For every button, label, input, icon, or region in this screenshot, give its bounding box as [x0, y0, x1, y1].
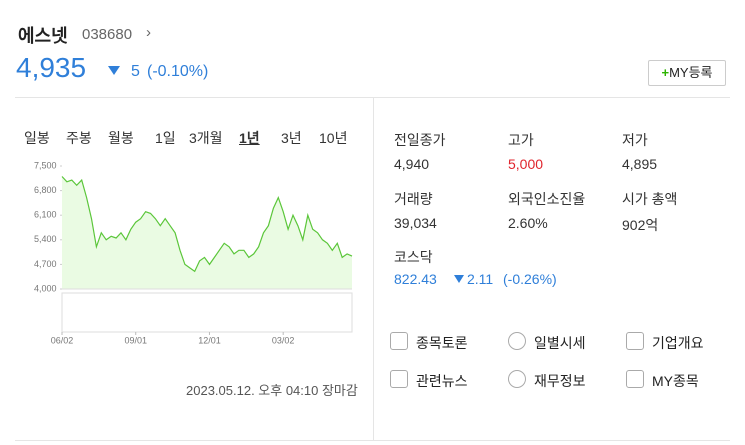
x-tick-label: 06/02 [51, 335, 74, 345]
y-tick-label: 6,100 [34, 210, 57, 220]
price-area [62, 176, 352, 289]
link[interactable]: 기업개요 [652, 335, 704, 351]
link[interactable]: MY종목 [652, 373, 699, 389]
tab[interactable]: 일봉 [24, 130, 50, 146]
down-triangle [108, 66, 120, 75]
stat-value: 4,940 [394, 156, 430, 172]
chart: 7,500 6,800 6,100 5,400 4,700 4,000 06/02 09/01… [34, 160, 353, 345]
y-tick-label: 7,500 [34, 160, 57, 170]
stat: 외국인소진율 2.60% [508, 189, 585, 231]
tab[interactable]: 주봉 [66, 130, 92, 146]
stat: 전일종가 4,940 [394, 130, 446, 172]
link-icon[interactable] [626, 332, 644, 350]
link[interactable]: 일별시세 [534, 335, 586, 351]
link-icon[interactable] [508, 370, 526, 388]
y-tick-label: 5,400 [34, 234, 57, 244]
index-rate: (-0.26%) [503, 271, 557, 287]
y-tick-label: 6,800 [34, 185, 57, 195]
index-value: 822.43 [394, 271, 437, 287]
y-tick-label: 4,000 [34, 283, 57, 293]
index-change: 2.11 [467, 271, 494, 287]
stat-label: 고가 [508, 132, 534, 148]
divider [373, 98, 374, 440]
divider [15, 97, 730, 98]
stat-label: 전일종가 [394, 132, 446, 148]
stat-value: 39,034 [394, 215, 437, 231]
divider [15, 440, 730, 441]
stat-label: 거래량 [394, 191, 433, 207]
stat-value: 902억 [622, 217, 659, 233]
my-button[interactable]: +MY등록 [648, 60, 726, 86]
x-tick-label: 09/01 [124, 335, 147, 345]
stat-value: 5,000 [508, 156, 544, 172]
link-icon[interactable] [390, 370, 408, 388]
stat-value: 2.60% [508, 215, 548, 231]
tab[interactable]: 3개월 [189, 130, 223, 146]
stat: 시가 총액 902억 [622, 189, 677, 235]
x-tick-label: 12/01 [198, 335, 221, 345]
stock-name[interactable]: 에스넷 [18, 26, 68, 46]
stat: 거래량 39,034 [394, 189, 437, 231]
my-button-text[interactable]: MY등록 [669, 65, 713, 80]
arrow: › [146, 24, 151, 41]
x-tick-label: 03/02 [272, 335, 295, 345]
index-name: 코스닥 [394, 249, 433, 265]
price-rate: (-0.10%) [147, 63, 209, 80]
stat-label: 시가 총액 [622, 191, 678, 207]
tab[interactable]: 10년 [319, 130, 348, 146]
link-icon[interactable] [626, 370, 644, 388]
tab[interactable]: 1일 [155, 130, 176, 146]
volume-frame [61, 292, 353, 333]
price: 4,935 [16, 52, 87, 83]
tab[interactable]: 3년 [281, 130, 302, 146]
timestamp: 2023.05.12. 오후 04:10 장마감 [186, 383, 358, 398]
tab[interactable]: 1년 [239, 130, 260, 146]
down-triangle [454, 275, 464, 283]
link-icon[interactable] [508, 332, 526, 350]
stat: 저가 4,895 [622, 130, 657, 172]
price-change: 5 [131, 63, 140, 80]
stat-label: 외국인소진율 [508, 191, 586, 207]
stat: 고가 5,000 [508, 130, 543, 172]
stat-value: 4,895 [622, 156, 658, 172]
stock-code[interactable]: 038680 [82, 26, 133, 43]
y-tick-label: 4,700 [34, 259, 57, 269]
link-icon[interactable] [390, 332, 408, 350]
tab[interactable]: 월봉 [108, 130, 134, 146]
link[interactable]: 재무정보 [534, 373, 586, 389]
link[interactable]: 종목토론 [416, 335, 468, 351]
stat-label: 저가 [622, 132, 648, 148]
link[interactable]: 관련뉴스 [416, 373, 468, 389]
price-line [61, 176, 353, 273]
